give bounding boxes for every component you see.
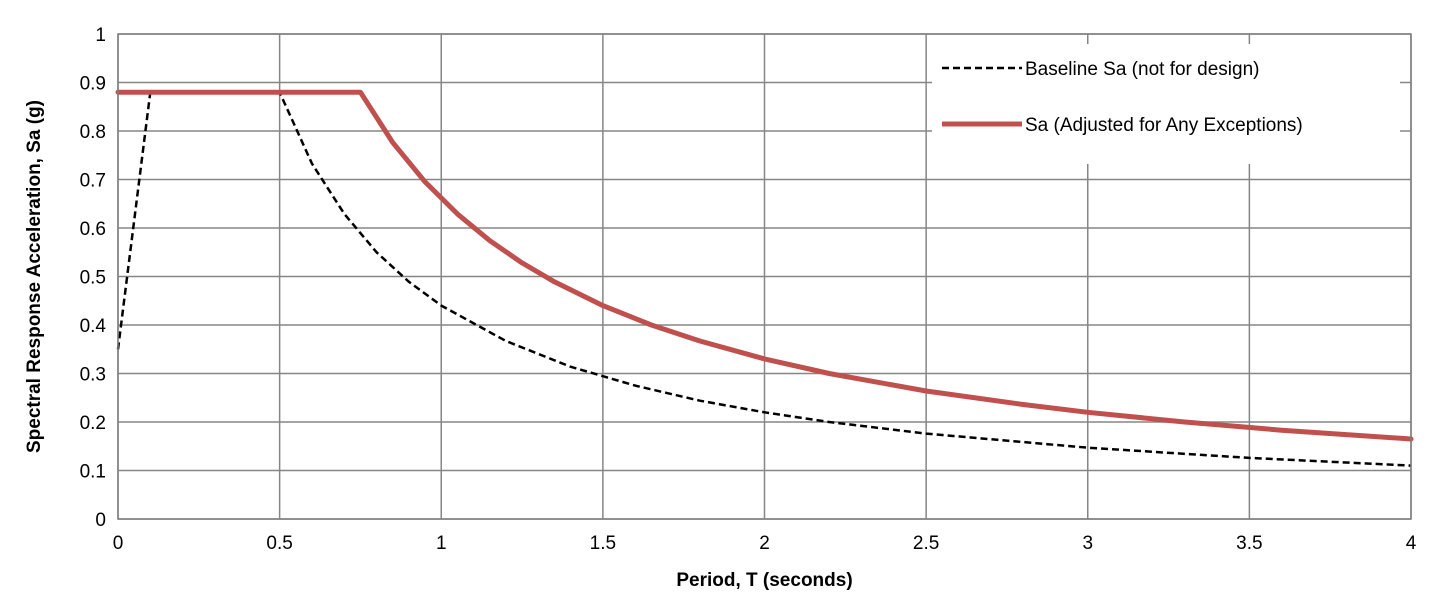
legend-background xyxy=(932,44,1400,164)
legend-label-baseline: Baseline Sa (not for design) xyxy=(1025,59,1259,80)
x-tick-label: 1.5 xyxy=(590,533,616,554)
y-tick-label: 0.5 xyxy=(80,268,106,289)
y-tick-label: 0.7 xyxy=(80,171,106,192)
y-tick-label: 0.2 xyxy=(80,413,106,434)
y-tick-label: 0.8 xyxy=(80,122,106,143)
tick-labels: 0 0.5 1 1.5 2 2.5 3 3.5 4 0 0.1 0.2 0.3 0.4 0.5 0.6 0.7 0… xyxy=(80,25,1417,554)
x-tick-label: 2 xyxy=(759,533,770,554)
x-tick-label: 3 xyxy=(1082,533,1093,554)
y-tick-label: 0.6 xyxy=(80,219,106,240)
y-tick-label: 0.3 xyxy=(80,365,106,386)
legend-label-adjusted: Sa (Adjusted for Any Exceptions) xyxy=(1025,115,1303,136)
x-axis-title: Period, T (seconds) xyxy=(676,570,852,591)
x-tick-label: 0.5 xyxy=(266,533,292,554)
x-tick-label: 2.5 xyxy=(913,533,939,554)
series-lines xyxy=(115,89,1414,467)
x-tick-label: 1 xyxy=(436,533,447,554)
x-tick-label: 4 xyxy=(1406,533,1417,554)
x-tick-label: 0 xyxy=(113,533,124,554)
legend: Baseline Sa (not for design) Sa (Adjusted… xyxy=(932,44,1400,164)
y-tick-label: 0.4 xyxy=(80,316,107,337)
y-tick-label: 0.1 xyxy=(80,462,106,483)
y-tick-label: 0.9 xyxy=(80,74,106,95)
plot-area-border xyxy=(117,33,1412,520)
x-tick-label: 3.5 xyxy=(1236,533,1262,554)
y-axis-title: Spectral Response Acceleration, Sa (g) xyxy=(24,100,45,453)
baseline-sa-line xyxy=(116,90,1412,467)
adjusted-sa-line xyxy=(115,89,1414,442)
y-tick-label: 1 xyxy=(95,25,106,46)
y-tick-label: 0 xyxy=(95,510,106,531)
